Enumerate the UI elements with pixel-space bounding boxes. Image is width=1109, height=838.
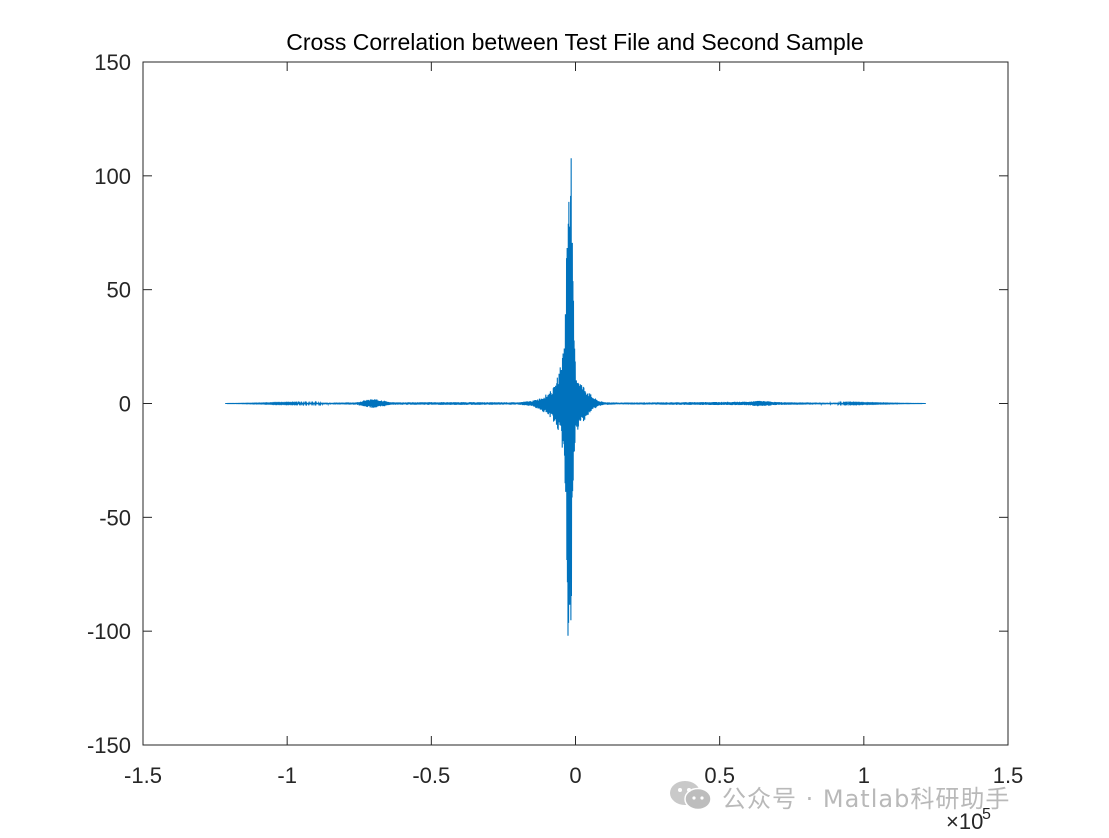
x-exponent-power: 5: [982, 806, 991, 823]
x-tick-label: 1.5: [993, 763, 1024, 788]
series-line: [225, 158, 926, 636]
y-tick-label: 50: [107, 278, 131, 303]
wechat-icon: [668, 779, 714, 813]
x-tick-label: -0.5: [412, 763, 450, 788]
y-tick-label: -150: [87, 733, 131, 758]
x-tick-label: 0.5: [704, 763, 735, 788]
chart-title: Cross Correlation between Test File and …: [286, 29, 863, 55]
watermark: 公众号 · Matlab科研助手: [668, 776, 1010, 816]
series-layer: [225, 158, 926, 636]
x-exponent-label: ×10 5: [946, 806, 991, 834]
y-tick-label: 150: [94, 50, 131, 75]
ticks-layer: -1.5 -1 -0.5 0 0.5 1 1.5 150 100 50 0 -50 -100 -150: [87, 50, 1023, 788]
x-tick-label: 0: [569, 763, 581, 788]
watermark-text: 公众号 · Matlab科研助手: [722, 784, 1011, 813]
x-tick-label: 1: [858, 763, 870, 788]
y-tick-label: -100: [87, 619, 131, 644]
x-tick-label: -1: [277, 763, 297, 788]
x-tick-label: -1.5: [124, 763, 162, 788]
y-tick-label: 100: [94, 164, 131, 189]
x-exponent-base: ×10: [946, 809, 983, 834]
y-tick-label: -50: [99, 505, 131, 530]
y-tick-label: 0: [119, 392, 131, 417]
